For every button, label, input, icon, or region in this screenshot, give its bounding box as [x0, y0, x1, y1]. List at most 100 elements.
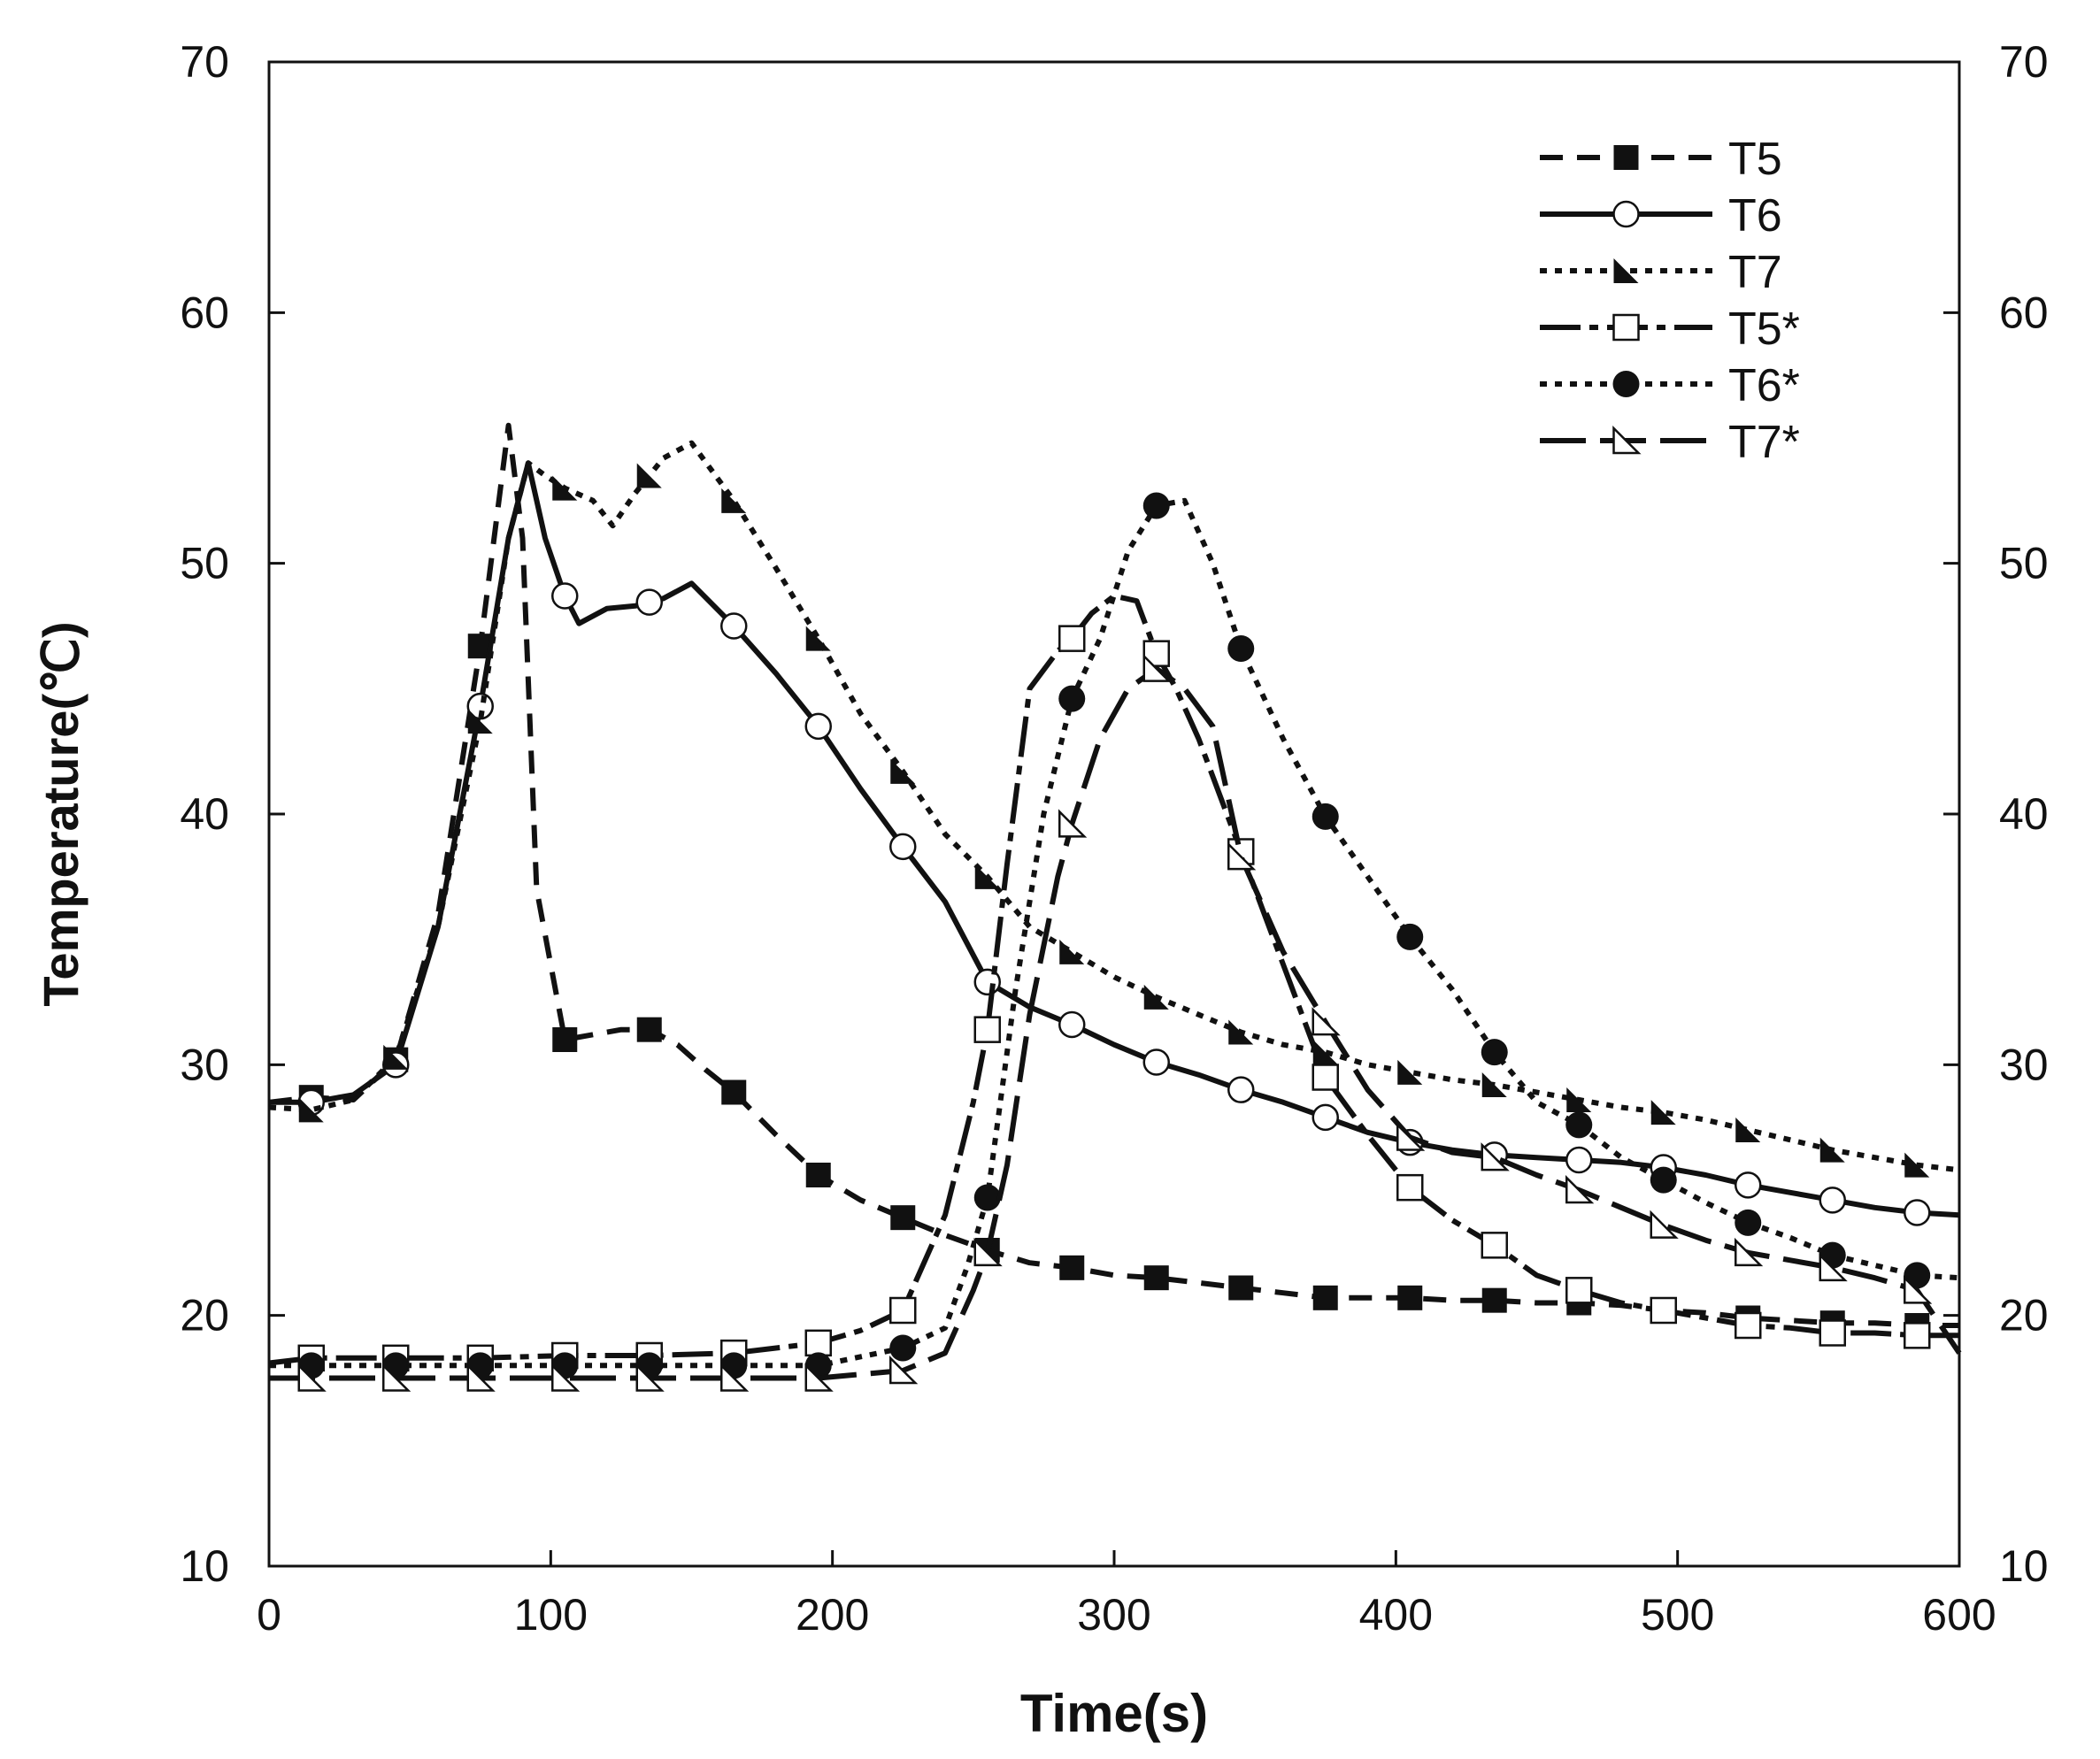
- data-point-t6-star: [889, 1334, 917, 1362]
- data-point-t6: [635, 588, 663, 616]
- legend-label-t6-star: T6*: [1728, 360, 1800, 411]
- data-point-t6: [1904, 1199, 1931, 1226]
- data-point-t7-star: [297, 1363, 327, 1392]
- legend-marker-t5: [1613, 145, 1639, 170]
- data-point-t6: [1058, 1010, 1086, 1039]
- data-point-t5-star: [1396, 1173, 1424, 1202]
- legend-item-t5-star: T5*: [1540, 303, 1800, 355]
- data-point-t7: [1904, 1152, 1930, 1178]
- data-point-t6-star: [973, 1184, 1001, 1211]
- y-tick-label: 60: [180, 288, 229, 337]
- data-point-t5: [1059, 1255, 1085, 1280]
- data-point-t6: [1819, 1187, 1846, 1214]
- data-point-t6: [804, 712, 832, 741]
- data-point-t5-star: [1312, 1064, 1339, 1091]
- x-tick-label: 300: [1077, 1590, 1150, 1640]
- data-point-t7: [721, 488, 747, 513]
- data-point-t7-star: [1904, 1275, 1933, 1304]
- data-point-t7: [1566, 1087, 1592, 1112]
- data-point-t7: [298, 1097, 324, 1123]
- y-tick-label: 70: [180, 37, 229, 87]
- data-point-t6: [1565, 1146, 1593, 1174]
- data-point-t5-star: [1735, 1311, 1762, 1340]
- data-point-t6-star: [1227, 635, 1255, 662]
- data-point-t7-star: [1058, 809, 1088, 838]
- plot-series: [268, 422, 1962, 1392]
- data-point-t7: [1735, 1118, 1761, 1142]
- data-point-t6-star: [1312, 803, 1339, 830]
- data-point-t7: [1819, 1137, 1845, 1163]
- right-y-tick-label: 60: [1999, 288, 2049, 337]
- right-y-tick-label: 30: [1999, 1040, 2049, 1089]
- data-point-t5: [1397, 1285, 1423, 1310]
- y-tick-label: 20: [180, 1291, 229, 1340]
- legend-label-t6: T6: [1728, 190, 1782, 242]
- data-point-t6: [1735, 1171, 1762, 1199]
- data-point-t7-star: [466, 1363, 496, 1392]
- data-point-t5-star: [889, 1296, 917, 1325]
- x-tick-label: 600: [1922, 1590, 1996, 1640]
- data-point-t7-star: [1227, 841, 1257, 871]
- data-point-t7-star: [382, 1363, 412, 1392]
- data-point-t5: [1312, 1285, 1338, 1310]
- y-tick-label: 40: [180, 789, 229, 839]
- legend-label-t5-star: T5*: [1728, 303, 1800, 355]
- data-point-t5: [552, 1027, 578, 1052]
- x-tick-label: 0: [257, 1590, 281, 1640]
- legend-label-t7-star: T7*: [1728, 417, 1800, 468]
- data-point-t6: [1142, 1048, 1170, 1076]
- data-point-t5: [721, 1079, 747, 1105]
- series-line-t6-star: [269, 497, 1960, 1369]
- data-point-t5: [1481, 1287, 1507, 1313]
- data-point-t5: [636, 1017, 662, 1042]
- legend-item-t7: T7: [1540, 247, 1782, 298]
- data-point-t6: [720, 612, 748, 640]
- data-point-t5-star: [1819, 1319, 1846, 1347]
- x-tick-label: 400: [1359, 1590, 1433, 1640]
- data-point-t6-star: [1904, 1262, 1931, 1289]
- data-point-t5: [1228, 1275, 1254, 1301]
- x-tick-label: 100: [514, 1590, 588, 1640]
- data-point-t5-star: [1058, 625, 1086, 652]
- y-tick-label: 10: [180, 1541, 229, 1591]
- data-point-t5-star: [1565, 1277, 1593, 1304]
- data-point-t7: [383, 1044, 409, 1070]
- legend-item-t5: T5: [1540, 134, 1782, 185]
- axis-ticks: 0 100 200 300 400 500 600102030405060701020304…: [180, 37, 2048, 1640]
- data-point-t6-star: [1058, 685, 1086, 712]
- legend-marker-t7-star: [1612, 425, 1642, 455]
- legend-label-t7: T7: [1728, 247, 1782, 298]
- data-point-t7-star: [804, 1363, 834, 1392]
- data-point-t7: [1059, 939, 1085, 964]
- x-tick-label: 200: [796, 1590, 869, 1640]
- data-point-t7: [636, 463, 662, 488]
- data-point-t5-star: [1650, 1296, 1677, 1325]
- data-point-t7: [552, 475, 578, 501]
- right-y-tick-label: 10: [1999, 1541, 2049, 1591]
- right-y-tick-label: 50: [1999, 539, 2049, 588]
- data-point-t5: [890, 1205, 916, 1231]
- series-t7-star: [269, 653, 1962, 1392]
- data-point-t6-star: [1735, 1209, 1762, 1236]
- data-point-t7: [1228, 1019, 1254, 1045]
- right-y-tick-label: 40: [1999, 789, 2049, 839]
- data-point-t7-star: [551, 1363, 581, 1392]
- data-point-t5: [805, 1163, 831, 1187]
- legend-marker-t7: [1613, 258, 1639, 283]
- legend-marker-t6-star: [1612, 371, 1640, 397]
- legend-label-t5: T5: [1728, 134, 1782, 185]
- data-point-t6-star: [1565, 1111, 1593, 1139]
- data-point-t6: [551, 582, 579, 610]
- x-tick-label: 500: [1641, 1590, 1714, 1640]
- data-point-t7-star: [1819, 1252, 1848, 1282]
- data-point-t7-star: [1481, 1142, 1510, 1171]
- series-line-t5: [268, 422, 1959, 1328]
- x-axis-title: Time(s): [1020, 1684, 1208, 1743]
- y-axis-title: Temperature(℃): [33, 621, 88, 1006]
- data-point-t7: [1481, 1072, 1507, 1097]
- series-t7: [268, 440, 1960, 1178]
- data-point-t7: [974, 864, 1000, 889]
